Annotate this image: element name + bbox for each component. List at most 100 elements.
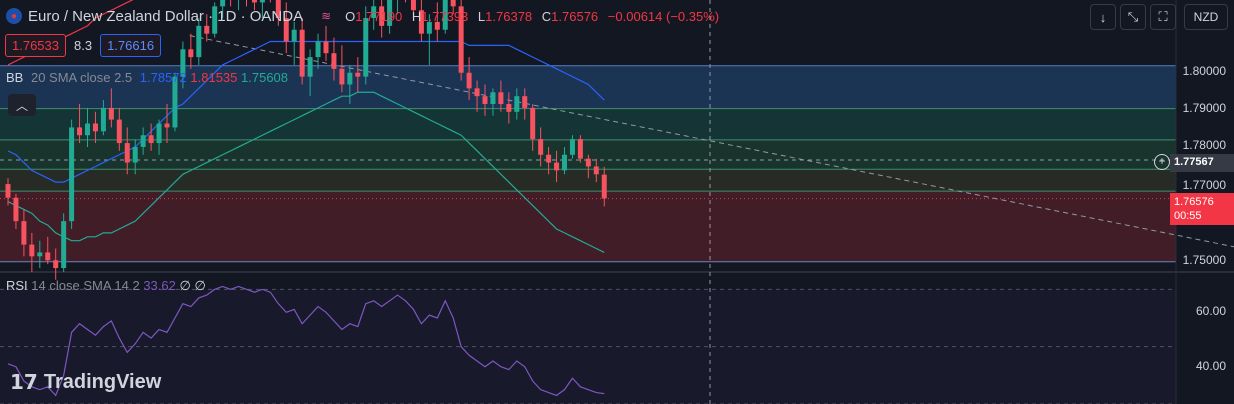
candle-body [371,6,377,19]
candle-body [482,96,488,104]
candle-body [490,92,496,104]
high-key: H [411,8,422,24]
candle-body [291,29,297,42]
tradingview-wordmark: TradingView [43,370,162,393]
tradingview-logo[interactable]: 𝟭𝟳 TradingView [10,370,161,394]
candle-body [100,107,106,132]
price-tick-3: 1.78000 [1182,138,1226,152]
add-alert-plus-icon[interactable]: + [1154,154,1170,170]
bb-upper-value: 1.81535 [190,70,238,85]
rsi-empty-2: ∅ [194,278,206,293]
bb-lower-value: 1.75608 [241,70,289,85]
last-price: 1.76576 [1174,196,1214,208]
price-tick-2: 1.79000 [1182,101,1226,115]
expand-button[interactable]: ⤡ [1120,4,1146,30]
chart-toolbar: ↓ ⤡ ⛶ [1090,4,1176,30]
open-value: 1.77190 [355,8,403,24]
candle-body [5,184,11,198]
candle-body [593,166,599,175]
bb-upper-line [7,0,134,66]
candle-body [323,41,329,54]
collapse-legend-button[interactable]: ︿ [8,94,36,116]
tradingview-mark: 𝟭𝟳 [10,370,38,394]
market-status-icon[interactable]: ≋ [321,9,332,23]
buy-button[interactable]: 1.76616 [100,34,162,57]
candle-body [601,174,607,199]
sell-button[interactable]: 1.76533 [5,34,66,57]
rsi-args: 14 close SMA 14 2 [31,278,140,293]
candle-body [156,123,162,144]
candle-body [554,162,560,171]
price-tick-1: 1.80000 [1182,64,1226,78]
candle-body [132,146,138,163]
candle-body [506,103,512,112]
expand-icon: ⤡ [1127,9,1139,24]
candle-body [387,0,393,26]
candle-body [188,49,194,58]
candle-body [522,96,528,108]
candle-body [148,135,154,144]
candle-body [164,123,170,128]
download-button[interactable]: ↓ [1090,4,1116,30]
bb-basis-line [7,40,605,183]
candle-body [45,252,51,261]
candle-body [299,29,305,77]
fullscreen-icon: ⛶ [1158,9,1168,24]
candle-body [37,252,43,257]
rsi-value: 33.62 [143,278,176,293]
candle-body [363,18,369,77]
candle-body [426,21,432,34]
candle-body [514,96,520,112]
bar-countdown: 00:55 [1174,210,1202,222]
symbol-title[interactable]: Euro / New Zealand Dollar · 1D · OANDA [28,7,304,25]
low-key: L [477,8,486,24]
candle-body [172,76,178,128]
eur-nzd-flag-icon: ● [6,8,22,24]
candle-body [180,49,186,77]
spread-value: 8.3 [74,38,93,53]
bb-basis-value: 1.78572 [139,70,187,85]
chart-header: ● Euro / New Zealand Dollar · 1D · OANDA… [6,4,725,28]
close-value: 1.76576 [551,8,599,24]
bb-name: BB [6,70,24,85]
candle-body [116,119,122,144]
candle-body [331,53,337,69]
candle-body [85,123,90,136]
candle-body [220,0,226,7]
rsi-name: RSI [6,278,28,293]
bb-lower-line [7,91,605,253]
candle-body [77,127,83,136]
currency-selector[interactable]: NZD [1184,4,1228,30]
candle-body [458,6,464,73]
candle-body [410,0,416,11]
high-value: 1.77393 [421,8,469,24]
bb-legend[interactable]: BB 20 SMA close 2.5 1.78572 1.81535 1.75… [6,70,288,85]
rsi-legend[interactable]: RSI 14 close SMA 14 2 33.62 ∅ ∅ [6,278,206,294]
candle-body [29,244,35,257]
candle-body [355,72,361,77]
candle-body [347,72,353,85]
candle-body [577,139,583,159]
candle-body [434,21,440,30]
low-value: 1.76378 [485,8,533,24]
close-key: C [541,8,552,24]
price-tick-4: 1.77000 [1182,178,1226,192]
rsi-line [7,285,605,397]
rsi-empty-1: ∅ [179,278,191,293]
candle-body [315,41,321,58]
arrow-down-icon: ↓ [1099,9,1107,25]
candle-body [204,25,210,34]
candle-body [108,107,114,120]
rsi-band-fill [0,289,1176,404]
candle-body [53,260,59,269]
zone-0 [0,65,1176,109]
candle-body [450,0,456,7]
candle-body [538,139,544,155]
candle-body [379,6,385,26]
candle-body [212,6,218,34]
price-tick-5: 1.75000 [1182,253,1226,267]
candle-body [418,10,424,34]
fullscreen-button[interactable]: ⛶ [1150,4,1176,30]
candle-body [307,57,313,77]
